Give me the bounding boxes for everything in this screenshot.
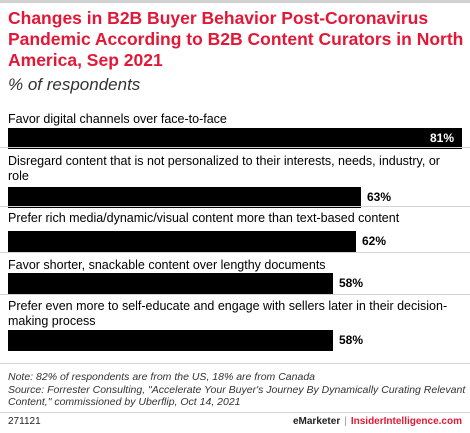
- value-label: 62%: [362, 234, 387, 248]
- value-label: 58%: [339, 333, 364, 347]
- bar: [8, 273, 333, 294]
- row-divider: [0, 294, 470, 295]
- bar: [8, 128, 462, 149]
- chart-title: Changes in B2B Buyer Behavior Post-Coron…: [8, 8, 464, 70]
- category-label: Favor shorter, snackable content over le…: [8, 258, 326, 272]
- category-label: Disregard content that is not personaliz…: [8, 154, 440, 183]
- row-divider: [0, 252, 470, 253]
- footer-rule: [0, 412, 470, 413]
- brand-separator: |: [344, 416, 347, 427]
- footer-brand: eMarketer | InsiderIntelligence.com: [293, 416, 462, 427]
- value-label: 81%: [430, 131, 455, 145]
- chart-notes: Note: 82% of respondents are from the US…: [8, 371, 466, 409]
- row-divider: [0, 206, 470, 207]
- value-label: 58%: [339, 276, 364, 290]
- brand-emarketer: eMarketer: [292, 416, 341, 427]
- category-label: Prefer rich media/dynamic/visual content…: [8, 211, 400, 225]
- chart-id: 271121: [8, 416, 41, 427]
- source-text: Source: Forrester Consulting, "Accelerat…: [8, 383, 466, 409]
- row-divider: [0, 147, 470, 148]
- category-label: Prefer even more to self-educate and eng…: [8, 299, 448, 328]
- chart-bottom-rule: [0, 363, 470, 364]
- bar: [8, 231, 356, 252]
- category-label: Favor digital channels over face-to-face: [8, 112, 227, 126]
- top-rule: [0, 0, 470, 3]
- bar: [8, 330, 333, 351]
- bar: [8, 187, 361, 208]
- note-text: Note: 82% of respondents are from the US…: [8, 371, 315, 383]
- chart-subtitle: % of respondents: [8, 75, 141, 94]
- brand-insider-intelligence: InsiderIntelligence.com: [350, 416, 462, 427]
- value-label: 63%: [367, 190, 392, 204]
